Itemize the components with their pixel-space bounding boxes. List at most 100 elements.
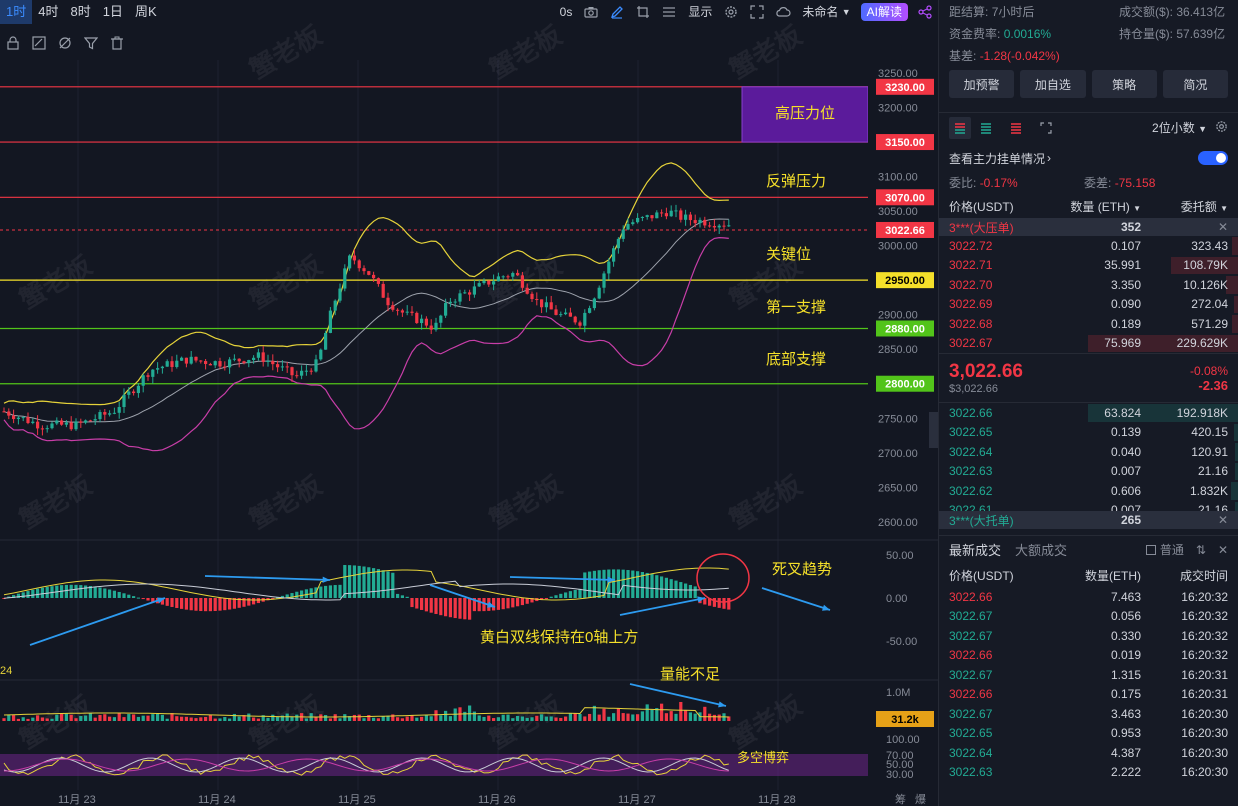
trade-row[interactable]: 3022.64 4.387 16:20:30 xyxy=(939,743,1238,763)
price-tag-label: 3230.00 xyxy=(885,82,925,94)
fullscreen-icon[interactable] xyxy=(744,0,770,24)
trade-row[interactable]: 3022.66 7.463 16:20:32 xyxy=(939,587,1238,607)
ask-row[interactable]: 3022.71 35.991 108.79K xyxy=(939,256,1238,276)
candle-body xyxy=(636,217,640,223)
magnet-icon[interactable] xyxy=(52,31,78,55)
bid-row[interactable]: 3022.66 63.824 192.918K xyxy=(939,403,1238,423)
book-asks-icon[interactable] xyxy=(1001,122,1031,134)
sort-icon[interactable]: ⇅ xyxy=(1195,542,1206,557)
timeframe-8h[interactable]: 8时 xyxy=(70,4,91,19)
macd-bar xyxy=(290,593,294,598)
volume-bar xyxy=(112,717,116,721)
volume-bar xyxy=(727,716,731,721)
bid-row[interactable]: 3022.64 0.040 120.91 xyxy=(939,442,1238,462)
ask-row[interactable]: 3022.72 0.107 323.43 xyxy=(939,236,1238,256)
strategy-button[interactable]: 策略 xyxy=(1091,70,1157,98)
price-axis-label: 2600.00 xyxy=(878,517,918,529)
ai-interpret-button[interactable]: AI解读 xyxy=(860,3,908,21)
trade-row[interactable]: 3022.67 1.315 16:20:31 xyxy=(939,665,1238,685)
timeframe-1d[interactable]: 1日 xyxy=(102,4,123,19)
tab-latest-trades[interactable]: 最新成交 xyxy=(949,543,1002,558)
tab-big-trades[interactable]: 大额成交 xyxy=(1015,543,1068,558)
oscillator-line-d xyxy=(3,757,729,773)
ask-row[interactable]: 3022.70 3.350 10.126K xyxy=(939,275,1238,295)
ask-row[interactable]: 3022.68 0.189 571.29 xyxy=(939,314,1238,334)
price-chart[interactable]: 蟹老板 蟹老板 蟹老板蟹老板 蟹老板 蟹老板 蟹老板蟹老板 蟹老板 蟹老板 蟹老板蟹老板 蟹老板蟹… xyxy=(0,0,938,806)
add-alert-button[interactable]: 加预警 xyxy=(949,70,1015,98)
add-favorite-button[interactable]: 加自选 xyxy=(1020,70,1086,98)
col-amount[interactable]: 委托额 ▼ xyxy=(1141,198,1228,215)
annotation-arrow xyxy=(429,584,496,608)
big-bid-order[interactable]: 3***(大托单) 265 ✕ xyxy=(939,511,1238,529)
volume-bar xyxy=(55,714,59,721)
normal-label: 普通 xyxy=(1159,543,1184,557)
trade-col-time: 成交时间 xyxy=(1179,568,1228,583)
ask-row[interactable]: 3022.67 75.969 229.629K xyxy=(939,334,1238,354)
volume-bar xyxy=(703,706,707,721)
macd-bar xyxy=(175,598,179,608)
bid-row[interactable]: 3022.62 0.606 1.832K xyxy=(939,481,1238,501)
candle-body xyxy=(160,366,164,369)
book-bids-icon[interactable] xyxy=(971,122,1001,134)
edit-box-icon[interactable] xyxy=(26,31,52,55)
bid-row[interactable]: 3022.65 0.139 420.15 xyxy=(939,423,1238,443)
cloud-icon[interactable] xyxy=(770,0,796,24)
ask-row[interactable]: 3022.69 0.090 272.04 xyxy=(939,295,1238,315)
trade-row[interactable]: 3022.67 0.330 16:20:32 xyxy=(939,626,1238,646)
expand-icon[interactable] xyxy=(1031,121,1061,134)
macd-bar xyxy=(492,598,496,611)
bid-qty: 0.007 xyxy=(1110,464,1141,479)
camera-icon[interactable] xyxy=(578,0,604,24)
candle-body xyxy=(367,271,371,275)
col-qty[interactable]: 数量 (ETH) ▼ xyxy=(1059,198,1141,215)
timeframe-4h[interactable]: 4时 xyxy=(38,4,59,19)
orderbook-gear-icon[interactable] xyxy=(1215,120,1228,136)
oscillator-axis-label: 50.00 xyxy=(886,759,914,771)
macd-bar xyxy=(597,570,601,598)
filter-icon[interactable] xyxy=(78,31,104,55)
candle-body xyxy=(242,361,246,364)
trade-row[interactable]: 3022.65 0.953 16:20:30 xyxy=(939,724,1238,744)
close-icon[interactable]: ✕ xyxy=(1217,513,1228,527)
big-ask-order[interactable]: 3***(大压单) 352 ✕ xyxy=(939,218,1238,236)
trade-row[interactable]: 3022.66 0.019 16:20:32 xyxy=(939,646,1238,666)
bollinger-mid xyxy=(3,218,729,423)
volume-bar xyxy=(669,711,673,721)
bid-row[interactable]: 3022.61 0.007 21.16 xyxy=(939,501,1238,511)
overview-button[interactable]: 简况 xyxy=(1162,70,1228,98)
pen-icon[interactable] xyxy=(604,0,630,24)
close-icon[interactable]: ✕ xyxy=(1217,542,1228,557)
volume-bar xyxy=(530,717,534,721)
volume-axis-label: 1.0M xyxy=(886,687,910,699)
layout-name[interactable]: 未命名 ▼ xyxy=(796,0,856,24)
trade-row[interactable]: 3022.67 3.463 16:20:30 xyxy=(939,704,1238,724)
timeframe-1h[interactable]: 1时 xyxy=(0,0,33,24)
precision-select[interactable]: 2位小数 ▼ xyxy=(1152,119,1207,136)
crop-icon[interactable] xyxy=(630,0,656,24)
trade-row[interactable]: 3022.66 0.175 16:20:31 xyxy=(939,685,1238,705)
trade-row[interactable]: 3022.67 0.056 16:20:32 xyxy=(939,607,1238,627)
main-orders-toggle[interactable] xyxy=(1198,151,1228,165)
trade-row[interactable]: 3022.63 2.222 16:20:30 xyxy=(939,763,1238,783)
book-both-icon[interactable] xyxy=(949,116,971,139)
macd-bar xyxy=(621,569,625,598)
timeframe-week[interactable]: 周K xyxy=(134,4,157,19)
volume-bar xyxy=(420,716,424,721)
normal-checkbox[interactable] xyxy=(1145,544,1156,555)
close-icon[interactable]: ✕ xyxy=(1217,220,1228,234)
list-icon[interactable] xyxy=(656,0,682,24)
chart-area[interactable]: 蟹老板 蟹老板 蟹老板 蟹老板 蟹老板 蟹老板 蟹老板 蟹老板 蟹老板 蟹老板 蟹老板 蟹老板 蟹老板蟹… xyxy=(0,0,938,806)
display-menu[interactable]: 显示 xyxy=(688,5,713,19)
volume-bar xyxy=(520,716,524,721)
replay-speed[interactable]: 0s xyxy=(559,5,573,19)
bid-row[interactable]: 3022.63 0.007 21.16 xyxy=(939,462,1238,482)
annotation-death-cross: 死叉趋势 xyxy=(772,561,832,578)
trash-icon[interactable] xyxy=(104,31,130,55)
candle-body xyxy=(252,357,256,360)
share-icon[interactable] xyxy=(912,0,938,24)
big-bid-label: 3***(大托单) xyxy=(949,513,1014,528)
macd-bar xyxy=(367,567,371,598)
gear-icon[interactable] xyxy=(718,0,744,24)
lock-icon[interactable] xyxy=(0,31,26,55)
macd-bar xyxy=(482,598,486,612)
